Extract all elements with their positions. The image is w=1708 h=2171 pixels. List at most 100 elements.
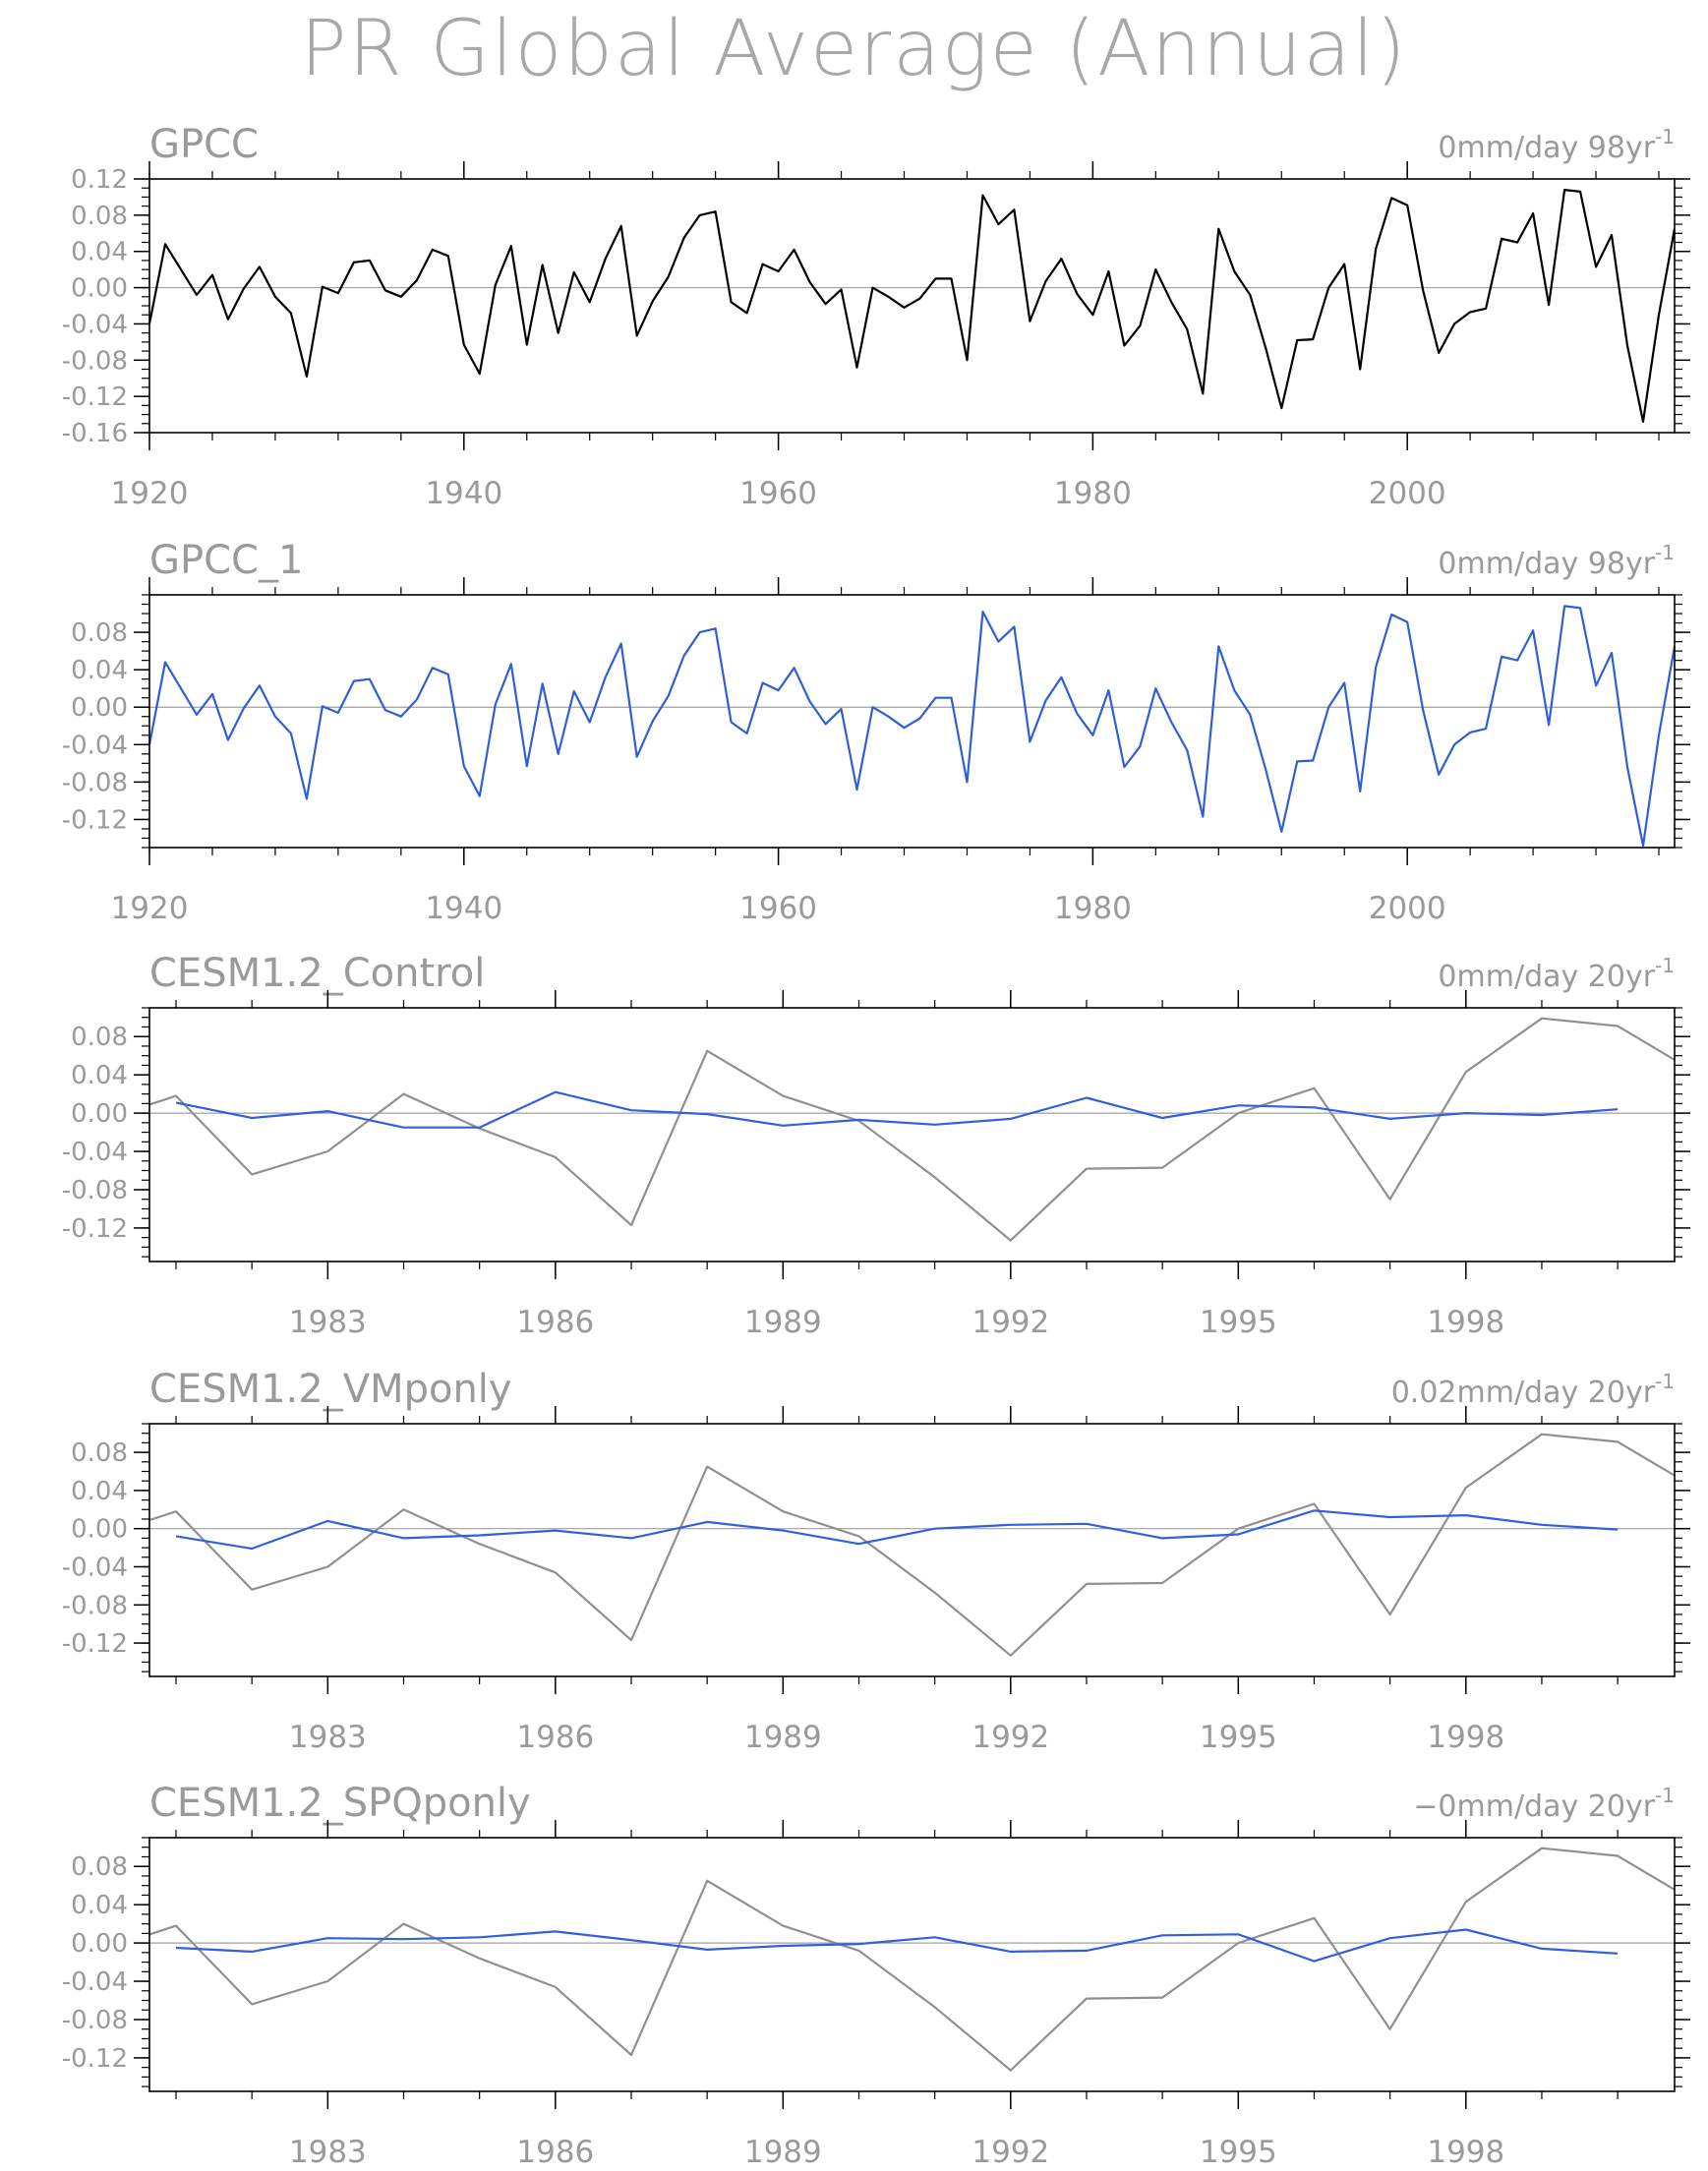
x-tick-label: 1983 bbox=[289, 1720, 367, 1755]
x-tick-label: 1992 bbox=[972, 1720, 1049, 1755]
x-tick-label: 1986 bbox=[516, 1305, 594, 1340]
x-tick-label: 1995 bbox=[1200, 1305, 1277, 1340]
panel-2: GPCC_1 0mm/day 98yr-1 0.08 0.04 0.00 -0.04 -0.… bbox=[62, 538, 1690, 926]
y-tick-label: -0.04 bbox=[62, 310, 128, 339]
panel-title: CESM1.2_VMponly bbox=[149, 1367, 512, 1412]
series-line-reference bbox=[149, 1017, 1675, 1242]
panel-title: GPCC bbox=[149, 122, 259, 167]
trend-label: 0mm/day 98yr-1 bbox=[1438, 541, 1675, 581]
x-tick-label: 1992 bbox=[972, 2135, 1049, 2170]
x-tick-label: 1998 bbox=[1427, 1305, 1504, 1340]
plot-frame bbox=[148, 1423, 1676, 1677]
panel-title: GPCC_1 bbox=[149, 538, 303, 583]
x-tick-label: 1986 bbox=[516, 2135, 594, 2170]
x-tick-label: 1998 bbox=[1427, 1720, 1504, 1755]
panel-title: CESM1.2_SPQponly bbox=[149, 1781, 531, 1826]
y-tick-label: 0.08 bbox=[71, 1852, 128, 1882]
x-tick-label: 1940 bbox=[425, 891, 502, 926]
panel-1: GPCC 0mm/day 98yr-1 0.12 0.08 0.04 0.00 -0.04 -… bbox=[62, 122, 1690, 511]
y-tick-label: -0.12 bbox=[62, 1629, 128, 1659]
plot-frame bbox=[148, 178, 1676, 434]
x-tick-label: 1920 bbox=[111, 476, 189, 511]
panel-4: CESM1.2_VMponly 0.02mm/day 20yr-1 0.08 0.04… bbox=[62, 1367, 1690, 1755]
y-tick-label: -0.04 bbox=[62, 1967, 128, 1997]
y-tick-label: 0.04 bbox=[71, 1061, 128, 1090]
y-tick-label: -0.04 bbox=[62, 731, 128, 760]
series-line bbox=[175, 1928, 1619, 1963]
x-tick-label: 1995 bbox=[1200, 1720, 1277, 1755]
plot-frame bbox=[148, 594, 1676, 849]
panel-title: CESM1.2_Control bbox=[149, 951, 485, 996]
series-line bbox=[175, 1090, 1619, 1129]
y-tick-label: -0.08 bbox=[62, 346, 128, 376]
y-tick-label: 0.04 bbox=[71, 656, 128, 685]
y-tick-label: 0.00 bbox=[71, 274, 128, 304]
y-tick-label: 0.00 bbox=[71, 1515, 128, 1545]
y-tick-label: -0.12 bbox=[62, 805, 128, 835]
x-tick-label: 1998 bbox=[1427, 2135, 1504, 2170]
y-tick-label: -0.08 bbox=[62, 2006, 128, 2035]
y-tick-label: -0.04 bbox=[62, 1138, 128, 1167]
x-tick-label: 1920 bbox=[111, 891, 189, 926]
series-line bbox=[149, 605, 1675, 848]
trend-exponent: -1 bbox=[1655, 1784, 1675, 1807]
trend-label: 0mm/day 20yr-1 bbox=[1438, 954, 1675, 994]
trend-exponent: -1 bbox=[1655, 1370, 1675, 1393]
y-tick-label: 0.08 bbox=[71, 1438, 128, 1468]
y-tick-label: 0.00 bbox=[71, 1099, 128, 1129]
trend-exponent: -1 bbox=[1655, 125, 1675, 148]
y-tick-label: 0.04 bbox=[71, 1891, 128, 1920]
trend-value: 0mm/day 20yr bbox=[1438, 960, 1655, 994]
x-tick-label: 1989 bbox=[744, 1720, 822, 1755]
y-tick-label: 0.04 bbox=[71, 238, 128, 267]
panel-3: CESM1.2_Control 0mm/day 20yr-1 0.08 0.04 0.0… bbox=[62, 951, 1690, 1340]
plot-frame bbox=[148, 1007, 1676, 1262]
x-tick-label: 2000 bbox=[1369, 891, 1446, 926]
x-tick-label: 2000 bbox=[1369, 476, 1446, 511]
y-tick-label: -0.04 bbox=[62, 1553, 128, 1582]
x-tick-label: 1983 bbox=[289, 2135, 367, 2170]
y-tick-label: 0.08 bbox=[71, 202, 128, 231]
series-line bbox=[175, 1509, 1619, 1551]
x-tick-label: 1989 bbox=[744, 2135, 822, 2170]
series-line-reference bbox=[149, 1433, 1675, 1657]
chart-title: PR Global Average (Annual) bbox=[300, 5, 1408, 93]
trend-exponent: -1 bbox=[1655, 954, 1675, 977]
x-tick-label: 1960 bbox=[739, 891, 817, 926]
y-tick-label: -0.08 bbox=[62, 1591, 128, 1620]
x-tick-label: 1980 bbox=[1054, 476, 1132, 511]
x-tick-label: 1995 bbox=[1200, 2135, 1277, 2170]
series-line bbox=[149, 189, 1675, 423]
x-tick-label: 1989 bbox=[744, 1305, 822, 1340]
y-tick-label: -0.12 bbox=[62, 382, 128, 412]
trend-exponent: -1 bbox=[1655, 541, 1675, 564]
y-tick-label: 0.00 bbox=[71, 1929, 128, 1959]
trend-label: 0mm/day 98yr-1 bbox=[1438, 125, 1675, 165]
trend-label: −0mm/day 20yr-1 bbox=[1413, 1784, 1675, 1824]
x-tick-label: 1980 bbox=[1054, 891, 1132, 926]
y-tick-label: 0.04 bbox=[71, 1477, 128, 1506]
trend-label: 0.02mm/day 20yr-1 bbox=[1391, 1370, 1675, 1410]
x-tick-label: 1983 bbox=[289, 1305, 367, 1340]
trend-value: 0.02mm/day 20yr bbox=[1391, 1376, 1656, 1410]
trend-value: 0mm/day 98yr bbox=[1438, 547, 1655, 581]
trend-value: 0mm/day 98yr bbox=[1438, 131, 1655, 165]
y-tick-label: -0.12 bbox=[62, 2044, 128, 2074]
x-tick-label: 1960 bbox=[739, 476, 817, 511]
x-tick-label: 1986 bbox=[516, 1720, 594, 1755]
series-line-reference bbox=[149, 1847, 1675, 2072]
y-tick-label: -0.16 bbox=[62, 419, 128, 448]
panel-5: CESM1.2_SPQponly −0mm/day 20yr-1 0.08 0.04 0… bbox=[62, 1781, 1690, 2170]
y-tick-label: 0.00 bbox=[71, 693, 128, 723]
trend-value: −0mm/day 20yr bbox=[1413, 1790, 1655, 1824]
y-tick-label: -0.12 bbox=[62, 1214, 128, 1244]
plot-frame bbox=[148, 1837, 1676, 2092]
x-tick-label: 1940 bbox=[425, 476, 502, 511]
y-tick-label: 0.08 bbox=[71, 1023, 128, 1052]
x-tick-label: 1992 bbox=[972, 1305, 1049, 1340]
y-tick-label: 0.12 bbox=[71, 165, 128, 195]
y-tick-label: -0.08 bbox=[62, 768, 128, 797]
y-tick-label: 0.08 bbox=[71, 618, 128, 648]
y-tick-label: -0.08 bbox=[62, 1176, 128, 1205]
